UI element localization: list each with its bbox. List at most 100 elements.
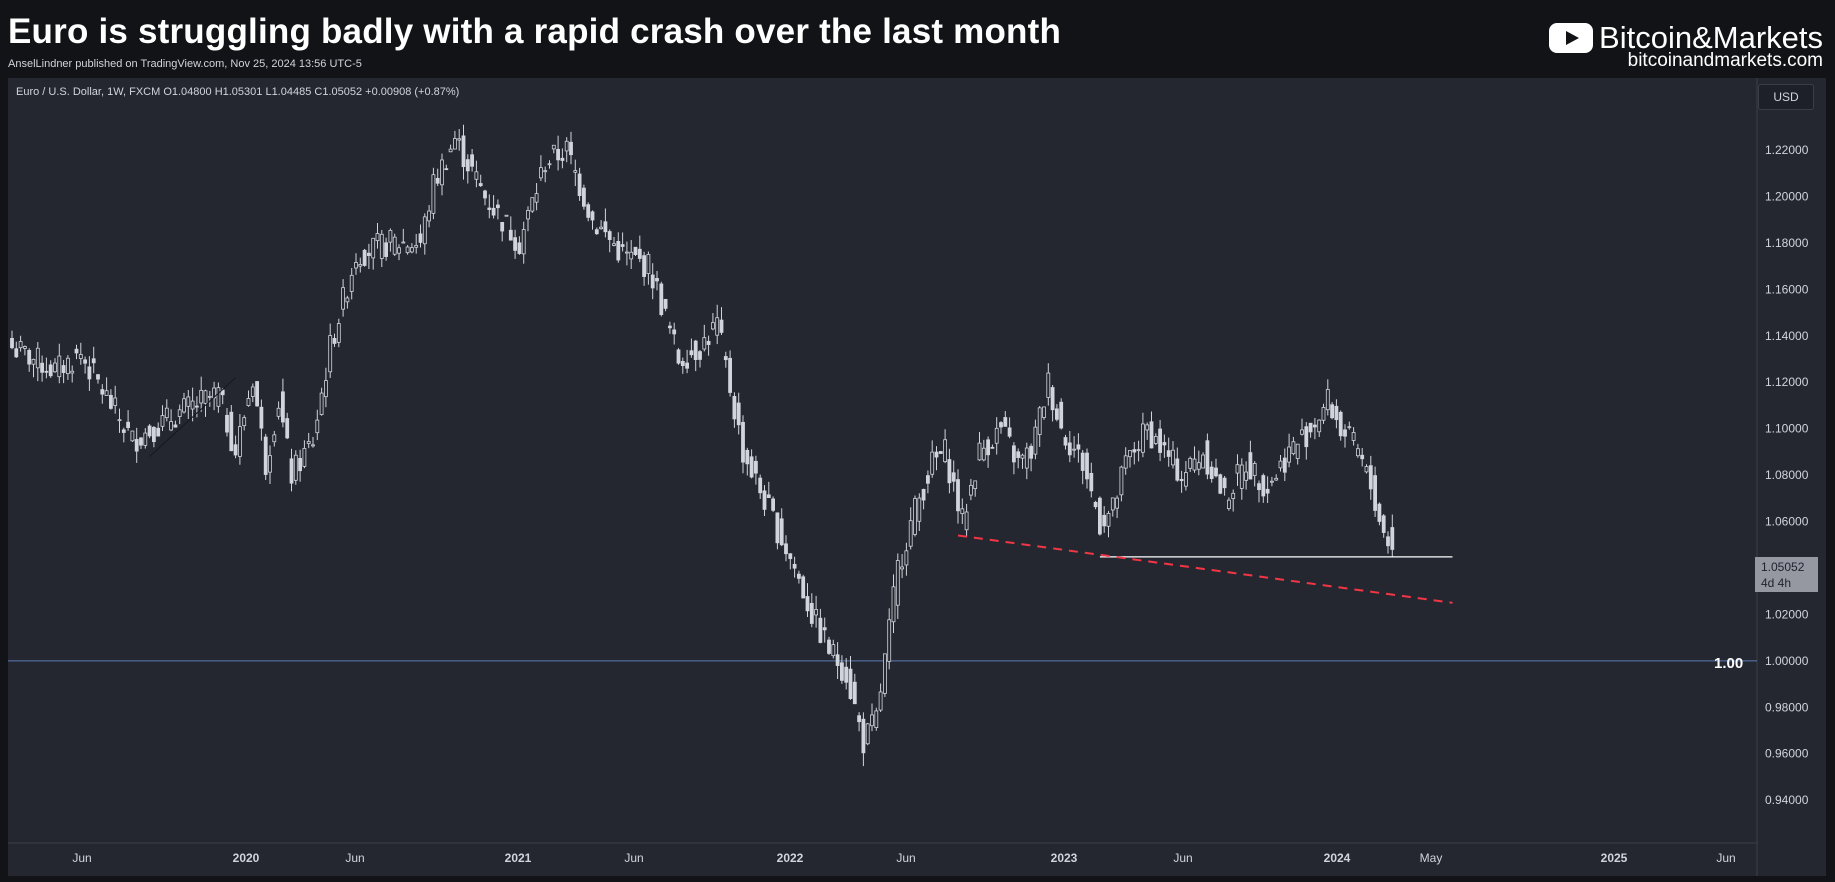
candle-down [754, 460, 758, 474]
candle-down [508, 229, 513, 241]
candle-up [375, 233, 380, 242]
candle-up [397, 247, 401, 254]
candle-up [1356, 448, 1360, 457]
candle-down [840, 662, 844, 681]
candle-up [431, 174, 436, 214]
candle-up [865, 723, 870, 745]
candle-up [711, 322, 715, 330]
candle-down [590, 211, 595, 221]
candle-up [1033, 426, 1038, 455]
candle-down [1330, 404, 1334, 419]
candle-down [775, 512, 780, 544]
candle-up [190, 400, 195, 410]
candle-down [366, 252, 371, 257]
candle-up [169, 421, 174, 431]
candle-up [874, 710, 879, 728]
candle-down [822, 627, 827, 631]
chart-panel[interactable] [8, 78, 1826, 876]
candle-down [1218, 474, 1223, 494]
x-tick-label: 2024 [1324, 851, 1351, 865]
currency-selector[interactable]: USD [1758, 84, 1814, 110]
candle-up [1347, 426, 1352, 429]
candle-up [1192, 458, 1197, 471]
y-axis-ticks: 1.240001.220001.200001.180001.160001.140… [1765, 97, 1809, 808]
symbol-legend: Euro / U.S. Dollar, 1W, FXCM O1.04800 H1… [16, 86, 460, 98]
candle-down [685, 362, 689, 369]
candle-down [1179, 478, 1184, 482]
candle-down [594, 229, 599, 235]
candle-down [956, 479, 960, 512]
candle-down [1089, 472, 1094, 492]
candle-up [272, 434, 277, 443]
candle-down [1093, 501, 1098, 508]
chart-title: Euro is struggling badly with a rapid cr… [8, 12, 1062, 51]
candle-down [698, 351, 702, 360]
candle-down [173, 424, 178, 428]
candle-down [1265, 488, 1270, 494]
candle-down [1304, 426, 1309, 448]
candle-down [758, 477, 763, 494]
candle-down [723, 356, 728, 361]
candle-down [1282, 457, 1287, 473]
candle-up [302, 448, 307, 467]
candle-down [156, 427, 161, 437]
candle-up [1317, 419, 1322, 433]
candle-down [603, 221, 608, 233]
candle-up [1128, 450, 1132, 458]
x-tick-label: May [1420, 851, 1443, 865]
parity-label: 1.00 [1714, 655, 1744, 672]
x-axis-ticks: Jun 2020 Jun 2021 Jun 2022 Jun 2023 Jun 2024 May 20… [72, 851, 1735, 865]
candle-up [22, 346, 27, 349]
brand-logo[interactable]: Bitcoin&Markets [1549, 20, 1823, 56]
candle-down [1381, 515, 1386, 533]
candle-down [1222, 477, 1227, 489]
candle-up [1020, 454, 1025, 459]
candle-down [736, 402, 741, 426]
candle-up [319, 392, 324, 415]
brand-url[interactable]: bitcoinandmarkets.com [1627, 50, 1823, 71]
candle-up [1235, 464, 1240, 474]
candle-up [908, 520, 913, 547]
small-channel-line [149, 377, 236, 457]
candle-down [194, 405, 199, 408]
candle-up [414, 244, 419, 248]
candle-down [693, 340, 698, 361]
candle-up [646, 254, 651, 274]
y-tick-label: 1.06000 [1765, 515, 1809, 529]
candle-down [289, 458, 294, 484]
candle-up [392, 236, 397, 255]
candle-up [1325, 389, 1330, 411]
candle-down [805, 596, 810, 612]
candle-down [633, 246, 638, 256]
y-tick-label: 1.14000 [1765, 329, 1809, 343]
candle-down [655, 278, 659, 282]
candle-up [1321, 407, 1326, 421]
candle-down [926, 475, 930, 484]
candle-down [1205, 440, 1210, 475]
y-tick-label: 1.12000 [1765, 375, 1809, 389]
candle-down [560, 157, 565, 161]
candle-up [977, 442, 982, 461]
candle-up [543, 170, 548, 173]
candle-up [276, 407, 281, 417]
candle-down [147, 425, 152, 437]
candle-down [745, 449, 750, 465]
candle-up [1239, 464, 1244, 489]
candle-down [689, 350, 694, 356]
candle-up [250, 386, 255, 397]
candle-up [1295, 443, 1300, 459]
candle-down [1003, 417, 1008, 427]
candle-down [784, 543, 788, 555]
candle-up [143, 432, 148, 446]
candle-down [134, 439, 139, 452]
candle-up [1072, 448, 1076, 451]
candle-up [57, 355, 62, 378]
candle-down [1248, 452, 1253, 480]
candle-up [599, 226, 603, 230]
candle-down [672, 329, 677, 335]
candle-down [637, 248, 642, 259]
y-tick-label: 1.22000 [1765, 143, 1809, 157]
candle-up [917, 497, 922, 522]
candle-up [315, 419, 320, 434]
